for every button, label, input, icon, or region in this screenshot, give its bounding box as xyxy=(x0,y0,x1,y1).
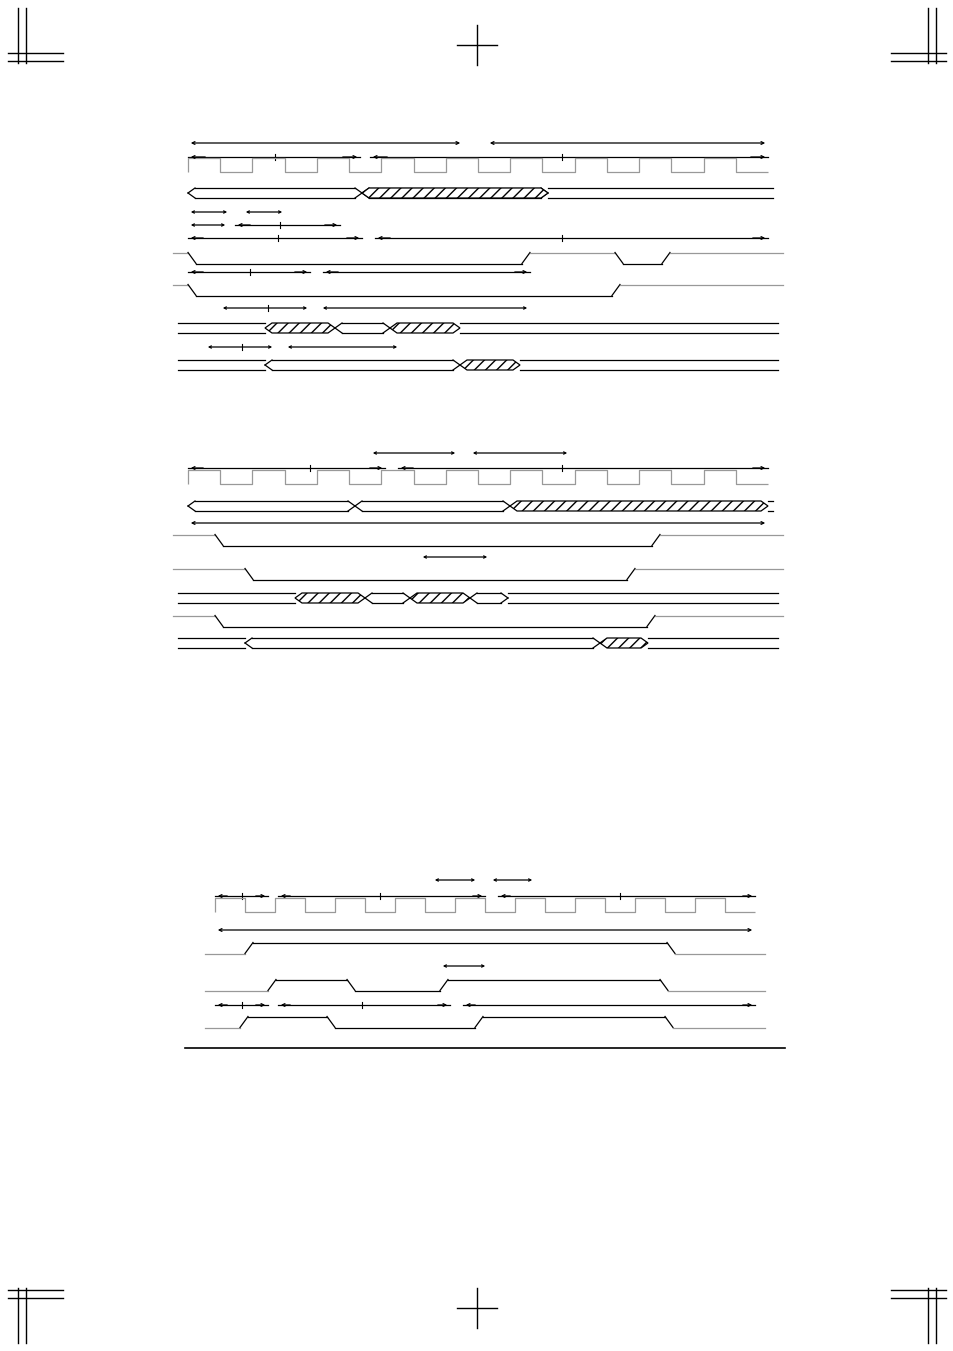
Polygon shape xyxy=(410,593,470,603)
Polygon shape xyxy=(294,593,365,603)
Polygon shape xyxy=(599,638,647,648)
Polygon shape xyxy=(265,323,335,332)
Polygon shape xyxy=(459,359,519,370)
Polygon shape xyxy=(361,188,547,199)
Polygon shape xyxy=(510,501,767,511)
Polygon shape xyxy=(390,323,459,332)
